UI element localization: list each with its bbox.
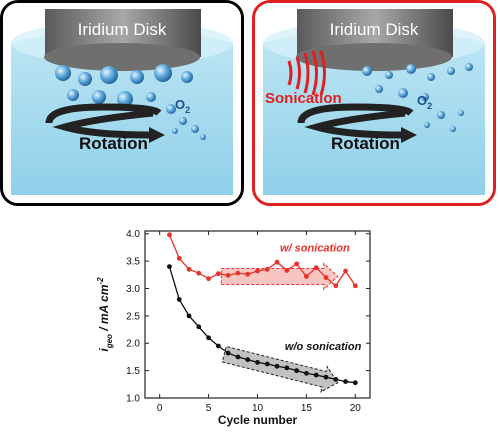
data-point-1 — [314, 373, 319, 378]
data-point-0 — [245, 272, 250, 277]
data-point-0 — [314, 265, 319, 270]
data-point-1 — [343, 379, 348, 384]
x-axis-label: Cycle number — [218, 413, 298, 427]
y-tick-label: 2.0 — [126, 339, 140, 350]
x-tick-label: 5 — [206, 403, 212, 414]
data-point-1 — [196, 324, 201, 329]
sonication-illustration: Iridium Disk Sonication O2 — [255, 3, 493, 203]
y-tick-label: 3.5 — [126, 257, 140, 268]
data-point-1 — [284, 365, 289, 370]
data-point-0 — [343, 269, 348, 274]
data-point-0 — [304, 274, 309, 279]
data-point-0 — [353, 283, 358, 288]
trend-arrow-sonication — [221, 263, 337, 289]
rotation-illustration: Iridium Disk O2 Rotation — [3, 3, 241, 203]
x-tick-label: 20 — [350, 403, 362, 414]
data-point-0 — [216, 271, 221, 276]
data-point-0 — [226, 273, 231, 278]
data-point-0 — [187, 267, 192, 272]
data-point-1 — [177, 297, 182, 302]
x-tick-label: 0 — [157, 403, 163, 414]
sonication-panel: Iridium Disk Sonication O2 — [252, 0, 496, 206]
data-point-1 — [333, 377, 338, 382]
x-tick-label: 10 — [252, 403, 264, 414]
data-point-0 — [284, 268, 289, 273]
rotation-panel: Iridium Disk O2 Rotation — [0, 0, 244, 206]
data-point-0 — [294, 261, 299, 266]
y-tick-label: 4.0 — [126, 229, 140, 240]
data-point-1 — [275, 364, 280, 369]
rotation-label: Rotation — [331, 134, 400, 153]
series-line-1 — [169, 267, 355, 383]
y-tick-label: 1.0 — [126, 394, 140, 405]
y-axis-label: igeo / mA cm-2 — [96, 277, 114, 352]
data-point-0 — [206, 276, 211, 281]
data-point-1 — [167, 264, 172, 269]
data-point-1 — [206, 335, 211, 340]
disk-label: Iridium Disk — [78, 20, 167, 39]
trend-arrow-no-sonication — [222, 346, 337, 391]
series-line-0 — [169, 235, 355, 286]
data-point-1 — [265, 362, 270, 367]
data-point-0 — [324, 275, 329, 280]
data-point-0 — [275, 260, 280, 265]
data-point-1 — [353, 380, 358, 385]
data-point-1 — [294, 368, 299, 373]
data-point-1 — [187, 313, 192, 318]
y-tick-label: 1.5 — [126, 366, 140, 377]
data-point-0 — [236, 271, 241, 276]
data-point-0 — [196, 271, 201, 276]
disk-label: Iridium Disk — [330, 20, 419, 39]
data-point-1 — [304, 371, 309, 376]
data-point-0 — [177, 256, 182, 261]
y-tick-label: 3.0 — [126, 284, 140, 295]
data-point-0 — [333, 283, 338, 288]
annotation-w-sonication: w/ sonication — [280, 242, 350, 254]
data-point-1 — [324, 375, 329, 380]
data-point-1 — [236, 355, 241, 360]
y-tick-label: 2.5 — [126, 311, 140, 322]
data-point-1 — [255, 360, 260, 365]
plot-frame — [145, 231, 370, 398]
data-point-0 — [255, 269, 260, 274]
data-point-0 — [265, 267, 270, 272]
rotation-label: Rotation — [79, 134, 148, 153]
x-tick-label: 15 — [301, 403, 313, 414]
data-point-1 — [226, 351, 231, 356]
data-point-1 — [216, 344, 221, 349]
annotation-wo-sonication: w/o sonication — [285, 341, 362, 353]
data-point-1 — [245, 357, 250, 362]
sonication-label: Sonication — [265, 90, 342, 107]
data-point-0 — [167, 232, 172, 237]
